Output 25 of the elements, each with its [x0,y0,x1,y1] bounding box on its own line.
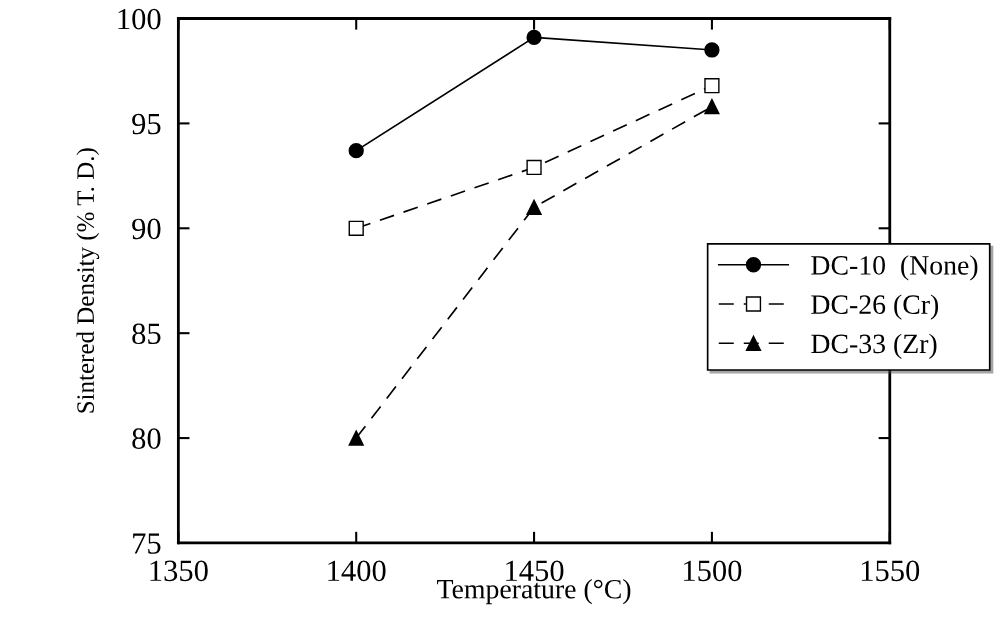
point [704,98,720,115]
legend-label: DC-10 (None) [811,255,978,281]
point [704,78,720,94]
x-tick-label: 1450 [506,560,564,582]
point [704,42,720,58]
y-tick-label: 75 [133,533,161,554]
x-tick-label: 1400 [328,560,386,582]
x-axis-title: Temperature (°C) [437,579,631,605]
point [526,199,542,215]
y-tick-label: 95 [132,113,161,135]
y-tick-label: 90 [132,218,161,240]
point [526,29,542,46]
y-tick-label: 100 [118,8,161,30]
y-tick-label: 85 [132,323,161,345]
point [348,220,364,236]
point [348,143,364,159]
point [526,159,542,176]
x-tick-label: 1350 [150,560,208,582]
x-tick-label: 1500 [684,560,742,582]
point [348,430,364,446]
legend-label: DC-26 (Cr) [811,294,939,320]
legend-label: DC-33 (Zr) [811,333,937,359]
y-tick-label: 80 [132,428,161,449]
x-tick-label: 1550 [861,560,920,582]
y-axis-title: Sintered Density (% T. D.) [76,148,100,413]
